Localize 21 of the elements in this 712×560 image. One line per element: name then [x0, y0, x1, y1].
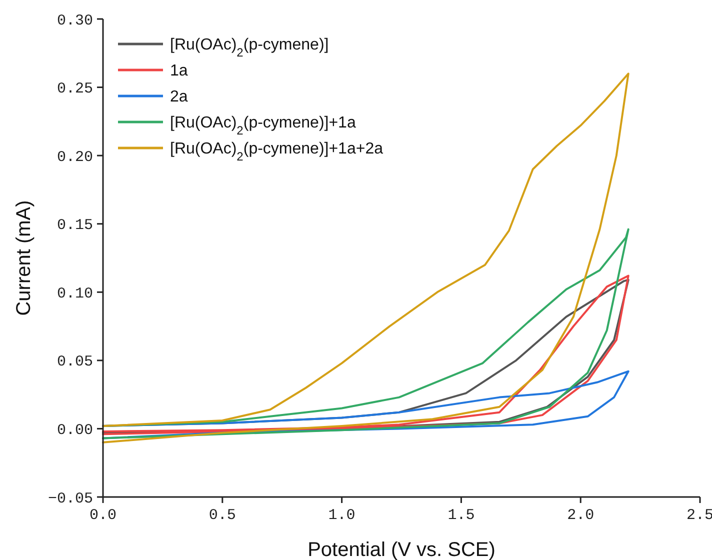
y-tick-label: 0.15	[56, 217, 93, 234]
line-series	[102, 228, 630, 440]
legend-label: [Ru(OAc)$_{2}$(p-cymene)]+1a	[170, 114, 356, 138]
y-tick-label: 0.05	[56, 354, 93, 371]
legend-label: [Ru(OAc)$_{2}$(p-cymene)]	[170, 36, 329, 60]
legend-label: 1a	[170, 62, 188, 80]
x-tick-label: 0.0	[89, 507, 117, 524]
x-tick-label: 2.0	[567, 507, 594, 524]
y-tick-label: −0.05	[48, 490, 93, 508]
y-tick-label: 0.30	[56, 12, 93, 30]
legend-label: 2a	[170, 88, 188, 106]
y-tick-label: 0.10	[56, 285, 93, 302]
y-tick-label: 0.25	[56, 80, 93, 98]
x-tick-label: 1.5	[448, 507, 475, 524]
y-tick-label: 0.20	[56, 148, 93, 166]
y-tick-label: 0.00	[56, 422, 93, 439]
y-axis-title: Current (mA)	[13, 200, 35, 316]
x-tick-label: 0.5	[208, 507, 236, 524]
x-axis-title: Potential (V vs. SCE)	[308, 539, 496, 560]
x-tick-label: 1.0	[328, 507, 356, 524]
legend-label: [Ru(OAc)$_{2}$(p-cymene)]+1a+2a	[170, 140, 384, 164]
